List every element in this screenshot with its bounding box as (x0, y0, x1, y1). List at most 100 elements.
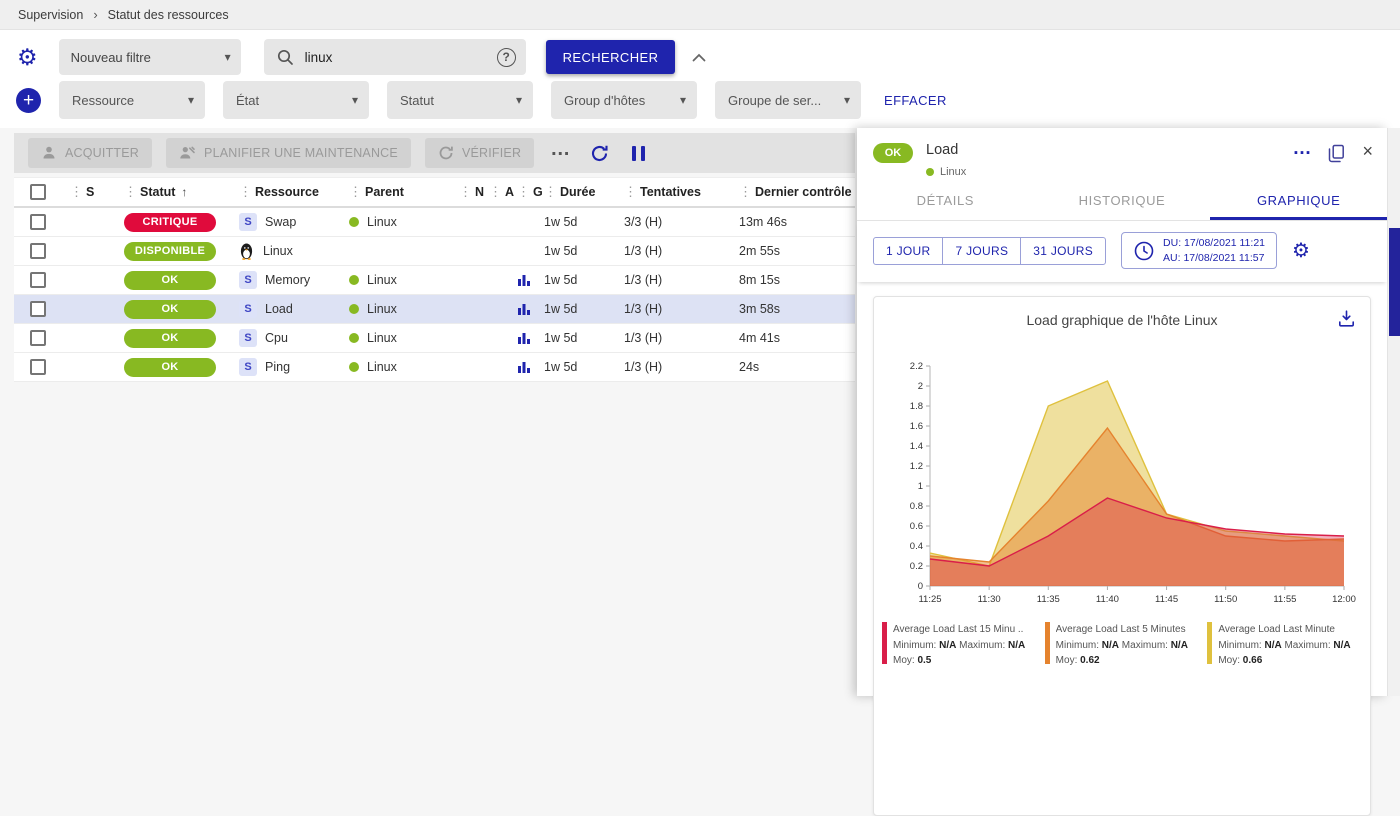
column-header-a[interactable]: ⋮ A (489, 184, 515, 199)
filter-settings-gear-icon[interactable]: ⚙ (17, 43, 38, 70)
svg-text:1.2: 1.2 (910, 461, 923, 472)
filter-chip-group-d-hotes[interactable]: Group d'hôtes ▾ (551, 81, 697, 119)
filter-preset-select[interactable]: Nouveau filtre ▾ (58, 39, 241, 75)
actions-toolbar: ACQUITTER PLANIFIER UNE MAINTENANCE VÉRI… (14, 133, 855, 173)
parent-name[interactable]: Linux (367, 302, 397, 316)
more-actions-button[interactable]: … (550, 138, 571, 160)
check-button[interactable]: VÉRIFIER (424, 138, 535, 168)
parent-name[interactable]: Linux (367, 273, 397, 287)
resource-name[interactable]: Linux (263, 244, 293, 258)
maintenance-button[interactable]: PLANIFIER UNE MAINTENANCE (166, 138, 411, 168)
row-checkbox[interactable] (30, 301, 46, 317)
breadcrumb-item-current: Statut des ressources (107, 7, 229, 22)
filter-chips: Ressource ▾ État ▾ Statut ▾ Group d'hôtes ▾ Grou… (41, 81, 861, 119)
host-status-dot (349, 304, 359, 314)
duration-cell: 1w 5d (544, 215, 578, 229)
row-checkbox[interactable] (30, 214, 46, 230)
panel-header: OK Load Linux … × (857, 128, 1387, 184)
row-checkbox[interactable] (30, 359, 46, 375)
parent-cell: Linux (349, 331, 459, 345)
date-range-picker[interactable]: DU: 17/08/2021 11:21 AU: 17/08/2021 11:5… (1121, 232, 1277, 270)
panel-scrollbar[interactable] (1387, 128, 1400, 696)
legend-item[interactable]: Average Load Last 5 Minutes Minimum: N/A … (1044, 622, 1200, 669)
legend-minmax: Minimum: N/A Maximum: N/A (893, 639, 1026, 651)
resource-name[interactable]: Memory (265, 273, 311, 287)
svg-text:0.6: 0.6 (910, 521, 923, 532)
svg-text:1: 1 (918, 481, 923, 492)
search-help-icon[interactable]: ? (496, 47, 516, 67)
svg-text:11:40: 11:40 (1096, 594, 1119, 605)
table-row-swap[interactable]: CRITIQUE S Swap Linux 1w 5d 3/3 (H) 13m 46s (14, 208, 855, 237)
graph-icon[interactable] (517, 273, 531, 287)
legend-item[interactable]: Average Load Last Minute Minimum: N/A Max… (1207, 622, 1362, 669)
filter-row-criteria: + Ressource ▾ État ▾ Statut ▾ Group d'hôtes ▾ Gr… (0, 80, 1400, 120)
column-header-resource[interactable]: ⋮ Ressource (239, 184, 319, 199)
legend-minmax: Minimum: N/A Maximum: N/A (1218, 639, 1351, 651)
panel-more-button[interactable]: … (1292, 138, 1312, 159)
column-header-duration[interactable]: ⋮ Durée (544, 184, 596, 199)
parent-cell: Linux (349, 215, 459, 229)
column-header-severity[interactable]: ⋮ S (70, 184, 95, 199)
export-chart-button[interactable] (1337, 309, 1356, 333)
graph-icon[interactable] (517, 302, 531, 316)
column-header-n[interactable]: ⋮ N (459, 184, 485, 199)
search-input[interactable] (302, 48, 488, 66)
clear-filters-button[interactable]: EFFACER (884, 92, 947, 108)
range-button-31-jours[interactable]: 31 JOURS (1020, 236, 1107, 265)
row-checkbox[interactable] (30, 272, 46, 288)
breadcrumb-item-supervision[interactable]: Supervision (18, 7, 84, 22)
parent-name[interactable]: Linux (367, 215, 397, 229)
column-header-last-check[interactable]: ⋮ Dernier contrôle (739, 184, 852, 199)
table-row-ping[interactable]: OK S Ping Linux 1w 5d 1/3 (H) 24s (14, 353, 855, 382)
load-area-chart[interactable]: 0 0.2 0.4 0.6 0.8 1 1.2 1.4 1.6 1.8 2 2.2 11:25 11:30… (882, 354, 1362, 616)
column-header-parent[interactable]: ⋮ Parent (349, 184, 404, 199)
column-header-tries[interactable]: ⋮ Tentatives (624, 184, 701, 199)
row-checkbox[interactable] (30, 243, 46, 259)
tab-details[interactable]: DÉTAILS (916, 193, 975, 208)
tab-graphique[interactable]: GRAPHIQUE (1210, 184, 1388, 220)
service-type-icon: S (239, 271, 257, 289)
parent-name[interactable]: Linux (367, 331, 397, 345)
add-criteria-button[interactable]: + (16, 87, 41, 113)
chevron-down-icon: ▾ (224, 50, 231, 64)
filter-chip-groupe-de-ser[interactable]: Groupe de ser... ▾ (715, 81, 861, 119)
service-type-icon: S (239, 213, 257, 231)
host-status-dot (349, 333, 359, 343)
graph-icon[interactable] (517, 360, 531, 374)
range-button-7-jours[interactable]: 7 JOURS (942, 236, 1022, 265)
pause-autorefresh-button[interactable] (629, 145, 647, 161)
collapse-filters-button[interactable] (692, 53, 706, 62)
copy-link-icon[interactable] (1328, 144, 1345, 163)
row-checkbox[interactable] (30, 330, 46, 346)
table-row-memory[interactable]: OK S Memory Linux 1w 5d 1/3 (H) 8m 15s (14, 266, 855, 295)
column-header-status[interactable]: ⋮ Statut ↑ (124, 184, 188, 199)
acknowledge-button[interactable]: ACQUITTER (28, 138, 153, 168)
filter-chip-etat[interactable]: État ▾ (223, 81, 369, 119)
resource-name[interactable]: Cpu (265, 331, 288, 345)
download-icon (1339, 310, 1354, 327)
graph-icon[interactable] (517, 331, 531, 345)
tries-cell: 1/3 (H) (624, 360, 663, 374)
table-row-linux[interactable]: DISPONIBLE Linux 1w 5d 1/3 (H) 2m 55s (14, 237, 855, 266)
date-from: DU: 17/08/2021 11:21 (1163, 237, 1265, 249)
range-button-1-jour[interactable]: 1 JOUR (873, 236, 944, 265)
resource-name[interactable]: Swap (265, 215, 297, 229)
filter-chip-ressource[interactable]: Ressource ▾ (59, 81, 205, 119)
filter-chip-statut[interactable]: Statut ▾ (387, 81, 533, 119)
table-row-cpu[interactable]: OK S Cpu Linux 1w 5d 1/3 (H) 4m 41s (14, 324, 855, 353)
parent-name[interactable]: Linux (367, 360, 397, 374)
resource-name[interactable]: Ping (265, 360, 291, 374)
close-panel-button[interactable]: × (1362, 141, 1373, 161)
refresh-button[interactable] (590, 144, 609, 163)
search-button[interactable]: RECHERCHER (545, 40, 676, 74)
service-type-icon: S (239, 329, 257, 347)
graph-settings-gear-icon[interactable]: ⚙ (1292, 239, 1310, 262)
tab-historique[interactable]: HISTORIQUE (1078, 193, 1166, 208)
resource-name[interactable]: Load (265, 302, 293, 316)
legend-color-bar (882, 622, 887, 665)
select-all-checkbox[interactable] (30, 184, 46, 200)
column-header-g[interactable]: ⋮ G (517, 184, 543, 199)
scrollbar-thumb[interactable] (1389, 228, 1400, 336)
legend-item[interactable]: Average Load Last 15 Minu .. Minimum: N/A… (882, 622, 1037, 669)
table-row-load[interactable]: OK S Load Linux 1w 5d 1/3 (H) 3m 58s (14, 295, 855, 324)
